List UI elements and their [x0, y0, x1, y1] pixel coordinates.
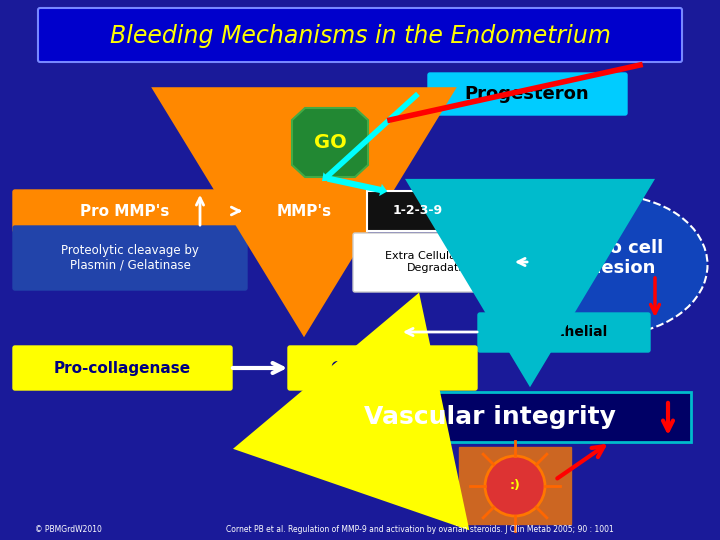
FancyBboxPatch shape [428, 73, 627, 115]
Text: Vascular integrity: Vascular integrity [364, 405, 616, 429]
Text: Bleeding Mechanisms in the Endometrium: Bleeding Mechanisms in the Endometrium [109, 24, 611, 48]
Text: Pro MMP's: Pro MMP's [81, 204, 170, 219]
Circle shape [485, 456, 545, 516]
FancyBboxPatch shape [367, 191, 469, 231]
FancyBboxPatch shape [13, 190, 237, 232]
Text: Pro-collagenase: Pro-collagenase [53, 361, 191, 375]
FancyBboxPatch shape [478, 313, 650, 352]
Text: 1-2-3-9: 1-2-3-9 [393, 205, 443, 218]
Polygon shape [292, 108, 368, 177]
FancyBboxPatch shape [294, 99, 374, 179]
Text: Progesteron: Progesteron [464, 85, 589, 103]
FancyBboxPatch shape [353, 233, 532, 292]
FancyBboxPatch shape [13, 346, 232, 390]
FancyBboxPatch shape [38, 8, 682, 62]
FancyBboxPatch shape [13, 226, 247, 290]
Text: Extra Cellular Matrix
Degradation: Extra Cellular Matrix Degradation [384, 251, 499, 273]
Text: GO: GO [314, 132, 346, 152]
Text: endothelial: endothelial [520, 325, 608, 339]
FancyBboxPatch shape [243, 190, 365, 232]
Text: © PBMGrdW2010: © PBMGrdW2010 [35, 525, 102, 535]
Text: Proteolytic cleavage by
Plasmin / Gelatinase: Proteolytic cleavage by Plasmin / Gelati… [61, 244, 199, 272]
FancyBboxPatch shape [288, 346, 477, 390]
FancyBboxPatch shape [459, 447, 571, 524]
Text: :): :) [510, 480, 521, 492]
Text: Cornet PB et al. Regulation of MMP-9 and activation by ovarian steroids. J Clin : Cornet PB et al. Regulation of MMP-9 and… [226, 525, 614, 535]
FancyBboxPatch shape [319, 392, 691, 442]
Text: MMP's: MMP's [276, 204, 332, 219]
Text: Cell to cell
Adhesion: Cell to cell Adhesion [557, 239, 663, 278]
Ellipse shape [513, 195, 708, 335]
Text: Collagenase: Collagenase [330, 361, 434, 375]
